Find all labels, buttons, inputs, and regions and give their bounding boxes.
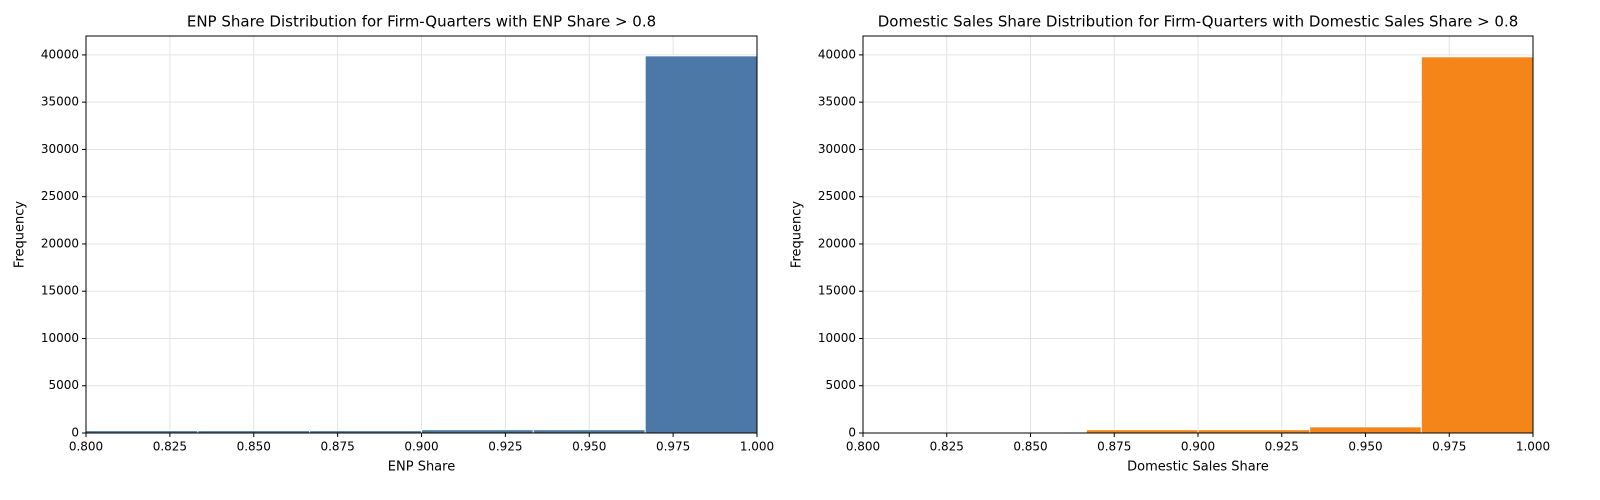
- y-tick-label: 30000: [818, 142, 856, 156]
- x-tick-label: 0.925: [488, 440, 522, 454]
- y-tick-label: 40000: [818, 47, 856, 61]
- y-axis-label: Frequency: [790, 201, 805, 268]
- x-axis-label: ENP Share: [388, 460, 455, 475]
- y-tick-label: 5000: [48, 378, 79, 392]
- x-tick-label: 0.900: [1181, 440, 1215, 454]
- x-tick-label: 0.825: [930, 440, 964, 454]
- y-tick-label: 0: [848, 426, 856, 440]
- y-axis-label: Frequency: [13, 201, 28, 268]
- y-tick-label: 15000: [818, 284, 856, 298]
- x-axis-label: Domestic Sales Share: [1127, 460, 1269, 475]
- x-tick-label: 1.000: [740, 440, 774, 454]
- y-tick-label: 20000: [41, 236, 79, 250]
- x-tick-label: 0.900: [404, 440, 438, 454]
- y-tick-label: 25000: [41, 189, 79, 203]
- x-tick-label: 0.975: [656, 440, 690, 454]
- x-tick-label: 0.950: [1348, 440, 1382, 454]
- y-tick-label: 5000: [825, 378, 856, 392]
- x-tick-label: 1.000: [1516, 440, 1550, 454]
- y-tick-label: 40000: [41, 47, 79, 61]
- chart-title: ENP Share Distribution for Firm-Quarters…: [187, 13, 656, 31]
- y-tick-label: 10000: [41, 331, 79, 345]
- x-tick-label: 0.800: [846, 440, 880, 454]
- x-tick-label: 0.875: [1097, 440, 1131, 454]
- x-tick-label: 0.950: [572, 440, 606, 454]
- x-tick-label: 0.850: [237, 440, 271, 454]
- y-tick-label: 35000: [41, 95, 79, 109]
- x-tick-label: 0.800: [69, 440, 103, 454]
- bar: [1420, 56, 1534, 434]
- y-tick-label: 20000: [818, 236, 856, 250]
- y-tick-label: 15000: [41, 284, 79, 298]
- x-tick-label: 0.925: [1265, 440, 1299, 454]
- y-tick-label: 25000: [818, 189, 856, 203]
- y-tick-label: 30000: [41, 142, 79, 156]
- x-tick-label: 0.975: [1432, 440, 1466, 454]
- chart-title: Domestic Sales Share Distribution for Fi…: [878, 13, 1519, 31]
- x-tick-label: 0.850: [1013, 440, 1047, 454]
- y-tick-label: 0: [71, 426, 79, 440]
- axes-frame: [862, 35, 1534, 434]
- y-tick-label: 10000: [818, 331, 856, 345]
- bar: [1309, 426, 1422, 434]
- bar: [644, 55, 758, 434]
- x-tick-label: 0.875: [320, 440, 354, 454]
- axes-frame: [85, 35, 758, 434]
- y-tick-label: 35000: [818, 95, 856, 109]
- x-tick-label: 0.825: [153, 440, 187, 454]
